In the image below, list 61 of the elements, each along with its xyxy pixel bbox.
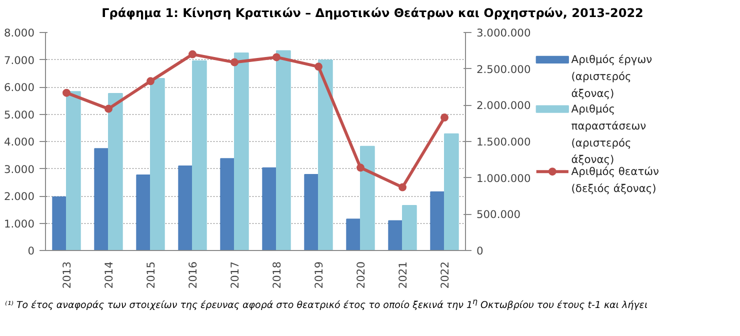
point xyxy=(272,53,280,62)
bar xyxy=(52,196,67,251)
y2-tick-label: 500.000 xyxy=(476,208,521,222)
y2-tick-label: 2.000.000 xyxy=(476,99,531,112)
y2-tick-label: 2.500.000 xyxy=(476,62,531,76)
bar xyxy=(360,146,375,251)
y-tick-label: 8.000 xyxy=(4,26,35,40)
y-tick-label: 5.000 xyxy=(4,108,35,122)
point xyxy=(356,164,364,172)
x-tick-label: 2017 xyxy=(228,262,242,289)
bar xyxy=(192,60,207,251)
y2-tick-label: 3.000.000 xyxy=(476,26,531,40)
bar xyxy=(136,174,151,251)
legend-label: Αριθμός έργων (αριστερός άξονας) xyxy=(571,53,652,100)
x-tick-label: 2013 xyxy=(60,262,74,289)
point xyxy=(188,50,196,58)
x-tick-label: 2016 xyxy=(186,261,200,289)
y-tick-label: 2.000 xyxy=(4,190,35,204)
point xyxy=(146,77,154,86)
y-tick-label: 4.000 xyxy=(4,136,35,149)
legend-label: Αριθμός παραστάσεων (αριστερός άξονας) xyxy=(571,102,646,166)
bar xyxy=(276,50,291,251)
x-tick-label: 2014 xyxy=(102,261,116,289)
y-tick-label: 1.000 xyxy=(4,217,35,230)
x-tick-label: 2015 xyxy=(144,262,158,289)
y2-tick-label: 1.500.000 xyxy=(476,136,531,149)
chart-title: Γράφημα 1: Κίνηση Κρατικών – Δημοτικών Θεάτρων και Ορχηστρών, 2013-2022 xyxy=(102,5,644,22)
x-tick-label: 2020 xyxy=(354,261,368,289)
bar xyxy=(262,168,277,251)
y2-tick-label: 0 xyxy=(476,244,484,258)
bar xyxy=(346,218,361,251)
point xyxy=(230,58,238,66)
bar xyxy=(444,134,459,251)
bar xyxy=(108,93,123,251)
bar xyxy=(318,60,333,251)
point xyxy=(440,114,448,122)
x-tick-label: 2021 xyxy=(396,262,410,289)
bar xyxy=(220,158,235,251)
bar xyxy=(388,220,403,251)
bar xyxy=(304,174,319,251)
y-tick-label: 7.000 xyxy=(4,54,35,67)
y-tick-label: 3.000 xyxy=(4,162,35,176)
bar xyxy=(402,205,417,251)
point xyxy=(398,183,406,192)
bar xyxy=(178,166,193,251)
point xyxy=(314,62,322,71)
x-tick-label: 2018 xyxy=(270,261,284,289)
point xyxy=(62,88,70,97)
bar xyxy=(66,91,81,251)
bar xyxy=(234,52,249,251)
legend-label: Αριθμός θεατών (δεξιός άξονας) xyxy=(571,165,660,196)
point xyxy=(104,104,112,113)
y-tick-label: 6.000 xyxy=(4,81,35,94)
bar xyxy=(430,192,445,251)
x-tick-label: 2022 xyxy=(438,262,452,289)
y-tick-label: 0 xyxy=(28,244,35,258)
text: ⁽¹⁾ Το έτος αναφοράς των στοιχείων της έρευνας αφορά στο θεατρικό έτος το οποίο ξεκινά την 1$^{η}$ Οκτωβρίου του έτους t-1 και λήγει xyxy=(5,296,648,313)
x-tick-label: 2019 xyxy=(312,261,326,289)
y2-tick-label: 1.000.000 xyxy=(476,172,531,185)
bar xyxy=(94,148,109,251)
bar xyxy=(150,78,165,251)
